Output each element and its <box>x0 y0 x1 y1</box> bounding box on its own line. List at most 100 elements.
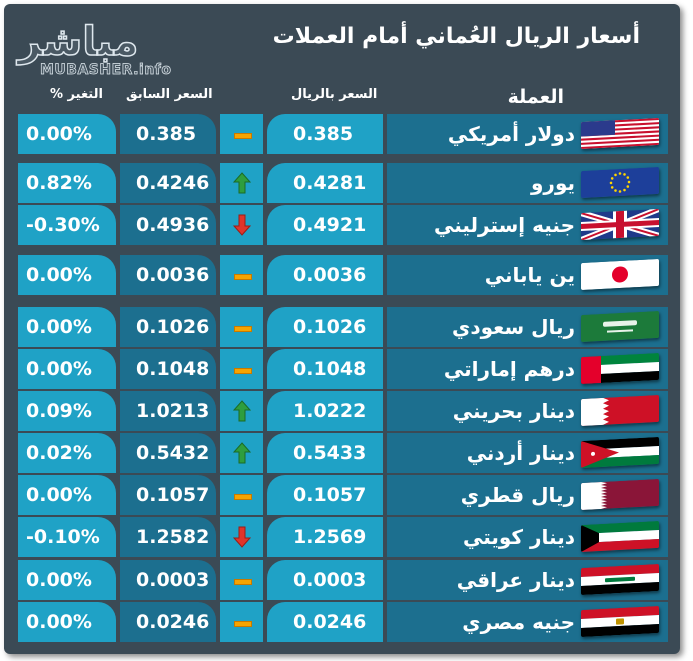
previous-value: 1.2582 <box>136 526 210 548</box>
previous-value: 0.0036 <box>136 264 210 286</box>
no-change-dash-icon <box>234 621 252 627</box>
currency-board: مباشر MUBASHER.info أسعار الريال العُمان… <box>4 4 680 654</box>
change-value: 0.09% <box>26 400 92 422</box>
table-row: 0.00% 0.1026 0.1026 ريال سعودي <box>4 307 680 347</box>
change-value: 0.02% <box>26 442 92 464</box>
no-change-dash-icon <box>234 494 252 500</box>
change-value: 0.82% <box>26 172 92 194</box>
currency-name: دينار بحريني <box>452 399 575 423</box>
jordan-flag-icon <box>581 436 659 469</box>
trend-cell <box>220 255 263 295</box>
table-row: 0.00% 0.0003 0.0003 دينار عراقي <box>4 560 680 600</box>
trend-cell <box>220 307 263 347</box>
egypt-flag-icon <box>581 605 659 638</box>
currency-name: يورو <box>531 171 575 195</box>
uk-flag-icon <box>581 208 659 241</box>
header-change: التغير % <box>50 87 103 102</box>
us-flag-icon <box>581 117 659 150</box>
previous-value: 0.4936 <box>136 214 210 236</box>
currency-name-cell <box>387 475 668 515</box>
no-change-dash-icon <box>234 326 252 332</box>
table-row: 0.09% 1.0213 1.0222 دينار بحريني <box>4 391 680 431</box>
previous-cell <box>120 255 216 295</box>
price-cell <box>267 391 383 431</box>
price-cell <box>267 475 383 515</box>
no-change-dash-icon <box>234 274 252 280</box>
price-value: 0.1048 <box>293 358 367 380</box>
previous-value: 1.0213 <box>136 400 210 422</box>
table-row: 0.00% 0.1048 0.1048 درهم إماراتي <box>4 349 680 389</box>
previous-cell <box>120 433 216 473</box>
previous-cell <box>120 205 216 245</box>
currency-name: ريال قطري <box>460 483 575 507</box>
currency-name-cell <box>387 205 668 245</box>
change-cell <box>18 205 116 245</box>
change-value: 0.00% <box>26 358 92 380</box>
change-cell <box>18 163 116 203</box>
previous-value: 0.1026 <box>136 316 210 338</box>
change-cell <box>18 517 116 557</box>
price-cell <box>267 307 383 347</box>
table-row: 0.00% 0.1057 0.1057 ريال قطري <box>4 475 680 515</box>
previous-cell <box>120 560 216 600</box>
price-value: 0.4921 <box>293 214 367 236</box>
trend-cell <box>220 433 263 473</box>
uae-flag-icon <box>581 352 659 385</box>
price-value: 0.385 <box>293 123 354 145</box>
change-cell <box>18 349 116 389</box>
previous-cell <box>120 114 216 154</box>
price-value: 0.1057 <box>293 484 367 506</box>
up-arrow-icon <box>233 172 251 194</box>
previous-cell <box>120 391 216 431</box>
price-value: 0.0036 <box>293 264 367 286</box>
down-arrow-icon <box>233 526 251 548</box>
currency-name-cell <box>387 114 668 154</box>
price-cell <box>267 255 383 295</box>
bahrain-flag-icon <box>581 394 659 427</box>
previous-value: 0.5432 <box>136 442 210 464</box>
change-value: 0.00% <box>26 611 92 633</box>
change-cell <box>18 391 116 431</box>
previous-value: 0.1057 <box>136 484 210 506</box>
qatar-flag-icon <box>581 478 659 511</box>
no-change-dash-icon <box>234 133 252 139</box>
currency-name-cell <box>387 349 668 389</box>
table-row: 0.00% 0.0246 0.0246 جنيه مصري <box>4 602 680 642</box>
currency-name: دولار أمريكي <box>447 122 575 146</box>
header-previous: السعر السابق <box>126 87 213 102</box>
no-change-dash-icon <box>234 368 252 374</box>
currency-name-cell <box>387 560 668 600</box>
currency-name-cell <box>387 391 668 431</box>
trend-cell <box>220 114 263 154</box>
trend-cell <box>220 517 263 557</box>
trend-cell <box>220 475 263 515</box>
table-row: -0.10% 1.2582 1.2569 دينار كويتي <box>4 517 680 557</box>
header-currency: العملة <box>507 86 564 108</box>
price-cell <box>267 205 383 245</box>
change-value: 0.00% <box>26 316 92 338</box>
trend-cell <box>220 602 263 642</box>
change-cell <box>18 602 116 642</box>
page-title: أسعار الريال العُماني أمام العملات <box>272 24 640 49</box>
currency-name: درهم إماراتي <box>443 357 575 381</box>
currency-name-cell <box>387 517 668 557</box>
change-cell <box>18 475 116 515</box>
price-value: 0.5433 <box>293 442 367 464</box>
price-cell <box>267 163 383 203</box>
trend-cell <box>220 349 263 389</box>
change-cell <box>18 255 116 295</box>
price-value: 0.4281 <box>293 172 367 194</box>
currency-name: دينار عراقي <box>456 568 575 592</box>
currency-name: دينار كويتي <box>462 525 575 549</box>
previous-cell <box>120 602 216 642</box>
japan-flag-icon <box>581 258 659 291</box>
previous-value: 0.0246 <box>136 611 210 633</box>
previous-cell <box>120 307 216 347</box>
trend-cell <box>220 163 263 203</box>
logo-english-text: MUBASHER.info <box>40 62 172 79</box>
previous-cell <box>120 349 216 389</box>
previous-cell <box>120 163 216 203</box>
price-value: 0.1026 <box>293 316 367 338</box>
table-row: 0.00% 0.385 0.385 دولار أمريكي <box>4 114 680 154</box>
eu-flag-icon <box>581 166 659 199</box>
